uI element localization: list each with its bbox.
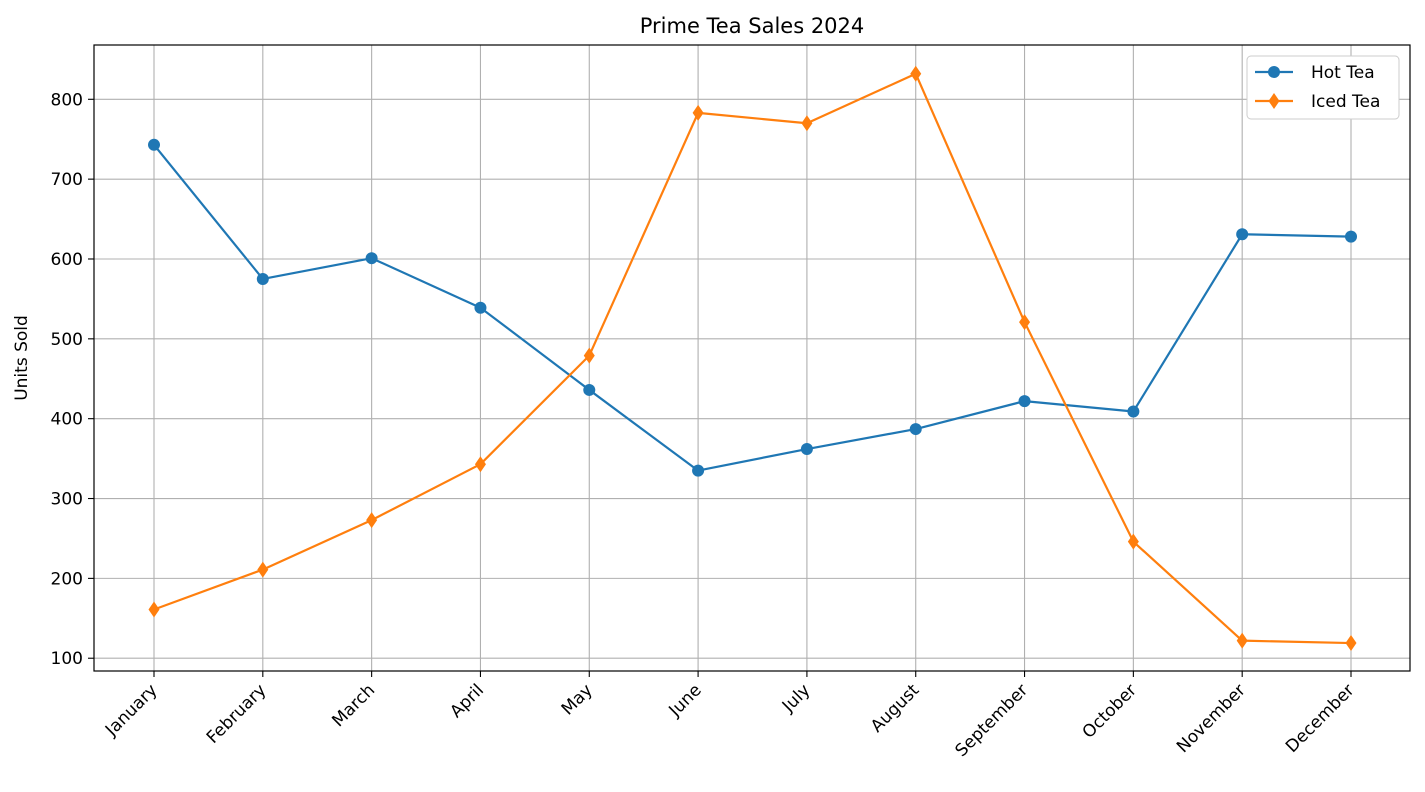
- series-line-iced-tea: [152, 72, 1353, 645]
- data-point-iced-tea: [583, 347, 595, 364]
- chart-title: Prime Tea Sales 2024: [640, 14, 865, 38]
- y-tick-label: 700: [51, 170, 83, 190]
- data-point-hot-tea: [800, 443, 813, 456]
- series-line-hot-tea: [152, 143, 1353, 472]
- axes: [88, 44, 1411, 677]
- legend-iced-tea-marker: [1268, 93, 1280, 109]
- y-tick-label: 200: [51, 569, 83, 589]
- data-point-hot-tea: [1127, 405, 1140, 418]
- data-point-iced-tea: [1019, 314, 1031, 331]
- data-point-hot-tea: [583, 383, 596, 396]
- y-tick-label: 600: [51, 250, 83, 270]
- data-point-hot-tea: [1018, 395, 1031, 408]
- data-point-hot-tea: [256, 272, 269, 285]
- series-group: [148, 65, 1357, 652]
- data-point-iced-tea: [910, 65, 922, 82]
- data-point-hot-tea: [1345, 230, 1357, 243]
- data-point-hot-tea: [692, 464, 705, 477]
- plot-frame: [93, 44, 1411, 672]
- data-point-hot-tea: [1236, 228, 1249, 241]
- data-point-iced-tea: [1127, 533, 1139, 550]
- data-point-iced-tea: [257, 561, 269, 578]
- legend-iced-tea-label: Iced Tea: [1311, 92, 1380, 112]
- legend: Hot Tea Iced Tea: [1246, 55, 1400, 120]
- y-tick-label: 800: [51, 90, 83, 110]
- y-tick-label: 100: [51, 649, 83, 669]
- data-point-iced-tea: [1236, 632, 1248, 649]
- y-tick-label: 300: [51, 490, 83, 510]
- y-axis-label: Units Sold: [12, 315, 32, 401]
- data-point-iced-tea: [801, 115, 813, 132]
- data-point-hot-tea: [909, 423, 922, 436]
- data-point-iced-tea: [1345, 635, 1357, 652]
- data-point-iced-tea: [692, 104, 704, 121]
- data-point-hot-tea: [365, 252, 378, 265]
- legend-hot-tea-label: Hot Tea: [1311, 63, 1375, 83]
- y-tick-label: 500: [51, 330, 83, 350]
- data-point-hot-tea: [148, 138, 160, 151]
- data-point-hot-tea: [474, 301, 487, 314]
- y-tick-label: 400: [51, 410, 83, 430]
- grid-lines: [94, 45, 1410, 671]
- legend-hot-tea-marker: [1268, 66, 1280, 78]
- data-point-iced-tea: [474, 456, 486, 473]
- data-point-iced-tea: [366, 512, 378, 529]
- data-point-iced-tea: [148, 601, 160, 618]
